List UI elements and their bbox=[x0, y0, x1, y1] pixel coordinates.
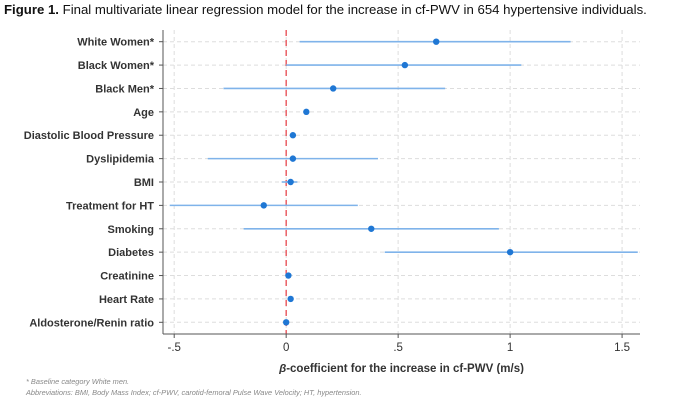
y-tick-label: Aldosterone/Renin ratio bbox=[29, 317, 154, 329]
point-estimate bbox=[287, 295, 294, 303]
x-axis-title: β-coefficient for the increase in cf-PWV… bbox=[278, 363, 524, 374]
figure-caption-text: Final multivariate linear regression mod… bbox=[62, 2, 647, 17]
y-tick-label: Diabetes bbox=[108, 247, 154, 259]
point-estimate bbox=[289, 155, 297, 162]
figure-label: Figure 1. bbox=[4, 2, 59, 17]
y-tick-label: Creatinine bbox=[100, 271, 154, 283]
x-tick-label: -.5 bbox=[167, 342, 180, 354]
y-tick-label: Diastolic Blood Pressure bbox=[24, 130, 154, 142]
point-estimate bbox=[285, 272, 292, 279]
y-tick-label: White Women* bbox=[77, 37, 155, 49]
point-estimate bbox=[433, 38, 440, 45]
y-tick-label: Dyslipidemia bbox=[86, 154, 155, 166]
y-tick-label: Treatment for HT bbox=[66, 200, 154, 212]
forest-plot: White Women* Black Women* Black Men* Age Dia… bbox=[0, 22, 685, 374]
y-tick-labels: White Women* Black Women* Black Men* Age Dia… bbox=[24, 37, 163, 329]
point-estimate bbox=[287, 178, 294, 186]
y-tick-label: BMI bbox=[134, 177, 154, 189]
point-estimate bbox=[401, 61, 409, 69]
figure-caption: Figure 1. Final multivariate linear regr… bbox=[4, 2, 684, 17]
x-tick-label: 1.5 bbox=[614, 342, 630, 354]
point-estimate bbox=[282, 319, 290, 326]
x-axis-title-symbol: β bbox=[278, 363, 286, 374]
footnote-abbreviations: Abbreviations: BMI, Body Mass Index; cf-… bbox=[26, 388, 362, 397]
point-estimate bbox=[289, 132, 297, 139]
y-tick-label: Heart Rate bbox=[99, 294, 154, 306]
x-tick-labels: -.5 0 .5 1 1.5 bbox=[167, 334, 630, 354]
y-tick-label: Age bbox=[133, 107, 154, 119]
x-tick-label: 0 bbox=[283, 342, 289, 354]
footnote-baseline: * Baseline category White men. bbox=[26, 377, 130, 386]
x-tick-label: 1 bbox=[507, 342, 513, 354]
y-tick-label: Black Men* bbox=[95, 83, 154, 95]
point-estimates bbox=[260, 38, 514, 326]
x-axis-title-text: -coefficient for the increase in cf-PWV … bbox=[286, 363, 524, 374]
y-tick-label: Smoking bbox=[108, 224, 154, 236]
x-tick-label: .5 bbox=[393, 342, 403, 354]
point-estimate bbox=[303, 108, 310, 116]
point-estimate bbox=[260, 202, 267, 209]
point-estimate bbox=[329, 85, 337, 92]
point-estimate bbox=[506, 248, 514, 256]
y-tick-label: Black Women* bbox=[78, 60, 155, 72]
point-estimate bbox=[368, 225, 375, 232]
